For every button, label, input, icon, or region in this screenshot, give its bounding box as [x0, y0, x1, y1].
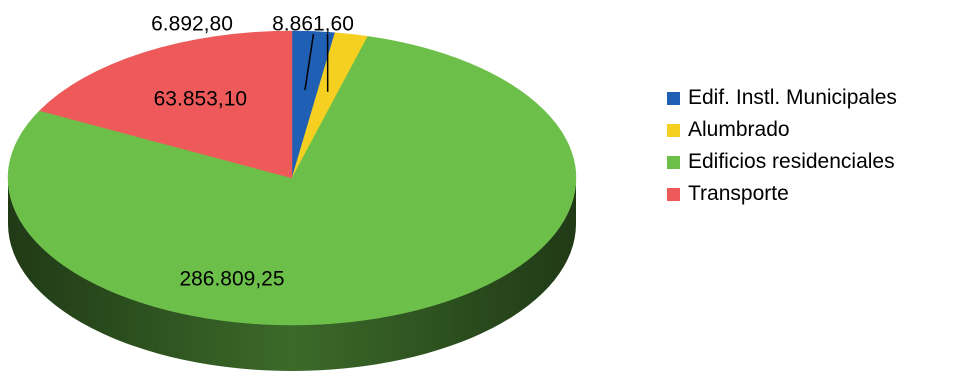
slice-edificios-residenciales: [7, 36, 577, 326]
legend-item-alumbrado: Alumbrado: [667, 114, 897, 146]
legend-item-transporte: Transporte: [667, 178, 897, 210]
data-label-transporte: 63.853,10: [154, 88, 247, 111]
leader-lines: [304, 33, 329, 92]
legend-label: Edif. Instl. Municipales: [688, 86, 897, 109]
data-label-alumbrado: 6.892,80: [151, 13, 233, 36]
legend-label: Alumbrado: [688, 118, 790, 141]
legend-item-edificios-residenciales: Edificios residenciales: [667, 146, 897, 178]
slice-transporte: [39, 30, 293, 179]
data-labels: 8.861,60 6.892,80 286.809,25 63.853,10: [151, 13, 354, 291]
legend-swatch: [667, 123, 680, 137]
legend-swatch: [667, 91, 680, 105]
data-label-edificios-residenciales: 286.809,25: [179, 268, 284, 291]
legend: Edif. Instl. Municipales Alumbrado Edifi…: [667, 82, 897, 210]
pie-slices: [7, 30, 577, 326]
data-label-edif-instl-municipales: 8.861,60: [272, 13, 354, 36]
leader-line-edif-instl-municipales: [304, 33, 315, 91]
slice-side-edificios-residenciales: [8, 178, 576, 371]
legend-swatch: [667, 155, 680, 169]
legend-item-edif-instl-municipales: Edif. Instl. Municipales: [667, 82, 897, 114]
legend-swatch: [667, 187, 680, 201]
pie-sides: [8, 178, 576, 371]
legend-label: Edificios residenciales: [688, 150, 895, 173]
legend-label: Transporte: [688, 182, 789, 205]
